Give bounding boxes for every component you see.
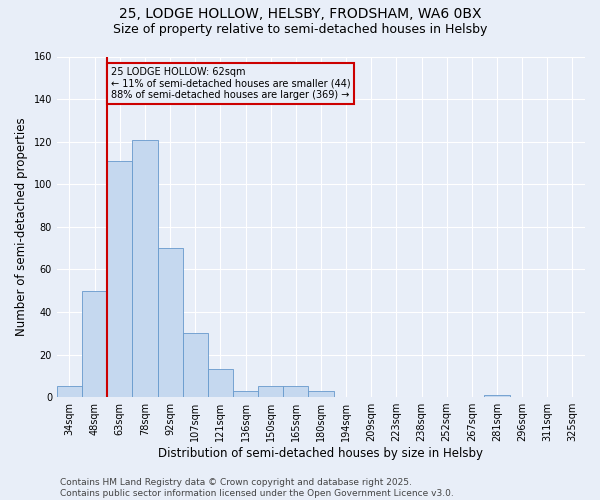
Y-axis label: Number of semi-detached properties: Number of semi-detached properties [15, 118, 28, 336]
Bar [107, 161, 133, 397]
Bar [208, 370, 233, 397]
Bar [308, 390, 334, 397]
Text: 25 LODGE HOLLOW: 62sqm
← 11% of semi-detached houses are smaller (44)
88% of sem: 25 LODGE HOLLOW: 62sqm ← 11% of semi-det… [111, 67, 350, 100]
X-axis label: Distribution of semi-detached houses by size in Helsby: Distribution of semi-detached houses by … [158, 447, 484, 460]
Bar [158, 248, 182, 397]
Bar [258, 386, 283, 397]
Bar [182, 333, 208, 397]
Bar [82, 290, 107, 397]
Bar [233, 390, 258, 397]
Text: 25, LODGE HOLLOW, HELSBY, FRODSHAM, WA6 0BX: 25, LODGE HOLLOW, HELSBY, FRODSHAM, WA6 … [119, 8, 481, 22]
Bar [283, 386, 308, 397]
Bar [484, 395, 509, 397]
Text: Contains HM Land Registry data © Crown copyright and database right 2025.
Contai: Contains HM Land Registry data © Crown c… [60, 478, 454, 498]
Text: Size of property relative to semi-detached houses in Helsby: Size of property relative to semi-detach… [113, 22, 487, 36]
Bar [133, 140, 158, 397]
Bar [57, 386, 82, 397]
